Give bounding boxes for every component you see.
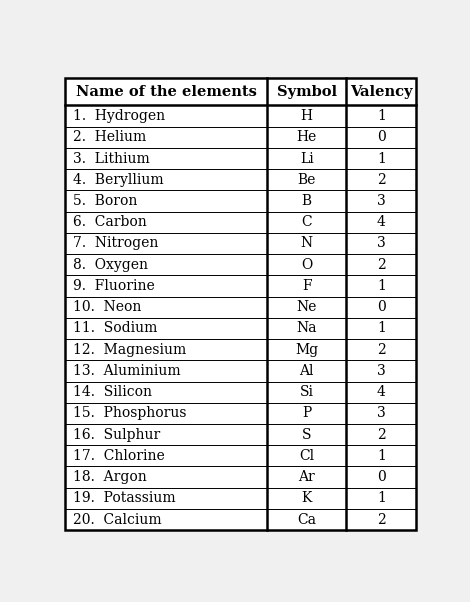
Text: 3: 3 bbox=[377, 364, 386, 378]
Text: 2: 2 bbox=[377, 343, 386, 356]
Text: 11.  Sodium: 11. Sodium bbox=[73, 321, 158, 335]
Bar bbox=[65, 169, 416, 190]
Text: 0: 0 bbox=[377, 300, 386, 314]
Text: Al: Al bbox=[299, 364, 314, 378]
Text: 1: 1 bbox=[377, 109, 386, 123]
Bar bbox=[65, 105, 416, 126]
Text: C: C bbox=[301, 216, 312, 229]
Text: 10.  Neon: 10. Neon bbox=[73, 300, 141, 314]
Bar bbox=[65, 233, 416, 254]
Text: Symbol: Symbol bbox=[277, 85, 337, 99]
Bar bbox=[65, 360, 416, 382]
Text: 5.  Boron: 5. Boron bbox=[73, 194, 138, 208]
Bar bbox=[65, 297, 416, 318]
Bar bbox=[65, 78, 416, 105]
Text: 7.  Nitrogen: 7. Nitrogen bbox=[73, 237, 159, 250]
Bar bbox=[65, 382, 416, 403]
Text: 15.  Phosphorus: 15. Phosphorus bbox=[73, 406, 187, 420]
Text: 1: 1 bbox=[377, 321, 386, 335]
Text: 4.  Beryllium: 4. Beryllium bbox=[73, 173, 164, 187]
Text: Valency: Valency bbox=[350, 85, 413, 99]
Bar bbox=[65, 254, 416, 275]
Bar bbox=[65, 318, 416, 339]
Text: 3.  Lithium: 3. Lithium bbox=[73, 152, 150, 166]
Bar bbox=[65, 148, 416, 169]
Text: 17.  Chlorine: 17. Chlorine bbox=[73, 449, 165, 463]
Text: Li: Li bbox=[300, 152, 313, 166]
Text: 3: 3 bbox=[377, 194, 386, 208]
Bar bbox=[65, 403, 416, 424]
Text: F: F bbox=[302, 279, 312, 293]
Text: 2: 2 bbox=[377, 512, 386, 527]
Text: S: S bbox=[302, 427, 312, 442]
Bar bbox=[65, 424, 416, 445]
Text: 2.  Helium: 2. Helium bbox=[73, 130, 147, 144]
Text: Na: Na bbox=[297, 321, 317, 335]
Text: 4: 4 bbox=[377, 216, 386, 229]
Text: Si: Si bbox=[300, 385, 313, 399]
Text: 8.  Oxygen: 8. Oxygen bbox=[73, 258, 149, 272]
Text: 6.  Carbon: 6. Carbon bbox=[73, 216, 147, 229]
Text: 1: 1 bbox=[377, 449, 386, 463]
Text: 1: 1 bbox=[377, 491, 386, 505]
Bar bbox=[65, 467, 416, 488]
Text: Be: Be bbox=[298, 173, 316, 187]
Text: 0: 0 bbox=[377, 470, 386, 484]
Text: P: P bbox=[302, 406, 311, 420]
Text: 1: 1 bbox=[377, 152, 386, 166]
Text: He: He bbox=[297, 130, 317, 144]
Text: 2: 2 bbox=[377, 427, 386, 442]
Text: 16.  Sulphur: 16. Sulphur bbox=[73, 427, 161, 442]
Bar bbox=[65, 212, 416, 233]
Bar bbox=[65, 488, 416, 509]
Text: Cl: Cl bbox=[299, 449, 314, 463]
Text: O: O bbox=[301, 258, 313, 272]
Text: 18.  Argon: 18. Argon bbox=[73, 470, 147, 484]
Text: 2: 2 bbox=[377, 173, 386, 187]
Text: 4: 4 bbox=[377, 385, 386, 399]
Text: Ca: Ca bbox=[297, 512, 316, 527]
Text: 3: 3 bbox=[377, 237, 386, 250]
Bar bbox=[65, 445, 416, 467]
Text: 13.  Aluminium: 13. Aluminium bbox=[73, 364, 181, 378]
Text: B: B bbox=[302, 194, 312, 208]
Text: 1: 1 bbox=[377, 279, 386, 293]
Text: N: N bbox=[301, 237, 313, 250]
Text: H: H bbox=[301, 109, 313, 123]
Text: Mg: Mg bbox=[295, 343, 318, 356]
Text: 2: 2 bbox=[377, 258, 386, 272]
Bar bbox=[65, 190, 416, 212]
Bar bbox=[65, 275, 416, 297]
Bar bbox=[65, 126, 416, 148]
Text: 9.  Fluorine: 9. Fluorine bbox=[73, 279, 155, 293]
Bar bbox=[65, 509, 416, 530]
Text: 3: 3 bbox=[377, 406, 386, 420]
Text: Ne: Ne bbox=[297, 300, 317, 314]
Text: 0: 0 bbox=[377, 130, 386, 144]
Text: Name of the elements: Name of the elements bbox=[76, 85, 257, 99]
Text: 19.  Potassium: 19. Potassium bbox=[73, 491, 176, 505]
Text: 12.  Magnesium: 12. Magnesium bbox=[73, 343, 187, 356]
Text: 20.  Calcium: 20. Calcium bbox=[73, 512, 162, 527]
Text: Ar: Ar bbox=[298, 470, 315, 484]
Text: K: K bbox=[302, 491, 312, 505]
Text: 14.  Silicon: 14. Silicon bbox=[73, 385, 152, 399]
Bar bbox=[65, 339, 416, 360]
Text: 1.  Hydrogen: 1. Hydrogen bbox=[73, 109, 165, 123]
